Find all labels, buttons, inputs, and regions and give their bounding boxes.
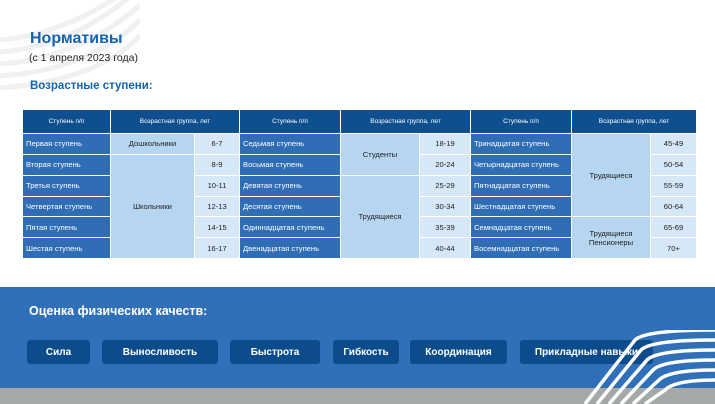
age-cell: 60-64 bbox=[651, 196, 696, 217]
qualities-title: Оценка физических качеств: bbox=[29, 304, 208, 318]
age-cell: 30-34 bbox=[420, 196, 470, 217]
decorative-arcs-top-left bbox=[0, 0, 140, 91]
step-cell: Четвертая ступень bbox=[23, 196, 110, 217]
step-cell: Одиннадцатая ступень bbox=[240, 217, 340, 238]
age-cell: 16-17 bbox=[195, 238, 239, 258]
step-cell: Тринадцатая ступень bbox=[471, 134, 571, 154]
step-cell: Четырнадцатая ступень bbox=[471, 154, 571, 175]
age-cell: 6-7 bbox=[195, 134, 239, 154]
group-cell: Трудящиеся bbox=[572, 134, 650, 217]
quality-button-endurance[interactable]: Выносливость bbox=[102, 340, 218, 364]
quality-button-flexibility[interactable]: Гибкость bbox=[333, 340, 399, 364]
qualities-panel: Оценка физических качеств: Сила Вынослив… bbox=[0, 287, 715, 388]
step-cell: Третья ступень bbox=[23, 175, 110, 196]
group-cell: Дошкольники bbox=[111, 134, 194, 154]
age-cell: 8-9 bbox=[195, 154, 239, 175]
page-subtitle: (с 1 апреля 2023 года) bbox=[29, 52, 138, 64]
header-group: Возрастная группа, лет bbox=[111, 110, 239, 133]
header-step: Ступень п/п bbox=[240, 110, 340, 133]
quality-button-speed[interactable]: Быстрота bbox=[230, 340, 320, 364]
page-title: Нормативы bbox=[30, 30, 123, 47]
age-cell: 40-44 bbox=[420, 238, 470, 258]
step-cell: Первая ступень bbox=[23, 134, 110, 154]
step-cell: Шестнадцатая ступень bbox=[471, 196, 571, 217]
age-cell: 50-54 bbox=[651, 154, 696, 175]
age-cell: 65-69 bbox=[651, 217, 696, 238]
header-group: Возрастная группа, лет bbox=[572, 110, 696, 133]
step-cell: Восемнадцатая ступень bbox=[471, 238, 571, 258]
group-cell: Трудящиеся bbox=[341, 175, 419, 258]
age-cell: 12-13 bbox=[195, 196, 239, 217]
group-cell: Студенты bbox=[341, 134, 419, 175]
age-cell: 10-11 bbox=[195, 175, 239, 196]
step-cell: Седьмая ступень bbox=[240, 134, 340, 154]
age-cell: 14-15 bbox=[195, 217, 239, 238]
header-step: Ступень п/п bbox=[471, 110, 571, 133]
group-cell: Школьники bbox=[111, 154, 194, 258]
step-cell: Вторая ступень bbox=[23, 154, 110, 175]
group-cell: Трудящиеся Пенсионеры bbox=[572, 217, 650, 258]
quality-button-coordination[interactable]: Координация bbox=[410, 340, 507, 364]
step-cell: Десятая ступень bbox=[240, 196, 340, 217]
header-step: Ступень п/п bbox=[23, 110, 110, 133]
quality-button-strength[interactable]: Сила bbox=[27, 340, 90, 364]
age-cell: 35-39 bbox=[420, 217, 470, 238]
age-cell: 25-29 bbox=[420, 175, 470, 196]
step-cell: Пятая ступень bbox=[23, 217, 110, 238]
step-cell: Восьмая ступень bbox=[240, 154, 340, 175]
age-cell: 55-59 bbox=[651, 175, 696, 196]
step-cell: Девятая ступень bbox=[240, 175, 340, 196]
section-title: Возрастные ступени: bbox=[30, 80, 153, 92]
step-cell: Двенадцатая ступень bbox=[240, 238, 340, 258]
age-steps-table: Ступень п/п Возрастная группа, лет Ступе… bbox=[23, 110, 696, 258]
header-group: Возрастная группа, лет bbox=[341, 110, 470, 133]
step-cell: Семнадцатая ступень bbox=[471, 217, 571, 238]
step-cell: Пятнадцатая ступень bbox=[471, 175, 571, 196]
age-cell: 70+ bbox=[651, 238, 696, 258]
footer-bar bbox=[0, 388, 715, 404]
decorative-arcs-bottom-right bbox=[583, 330, 715, 404]
age-cell: 18-19 bbox=[420, 134, 470, 154]
step-cell: Шестая ступень bbox=[23, 238, 110, 258]
age-cell: 45-49 bbox=[651, 134, 696, 154]
age-cell: 20-24 bbox=[420, 154, 470, 175]
